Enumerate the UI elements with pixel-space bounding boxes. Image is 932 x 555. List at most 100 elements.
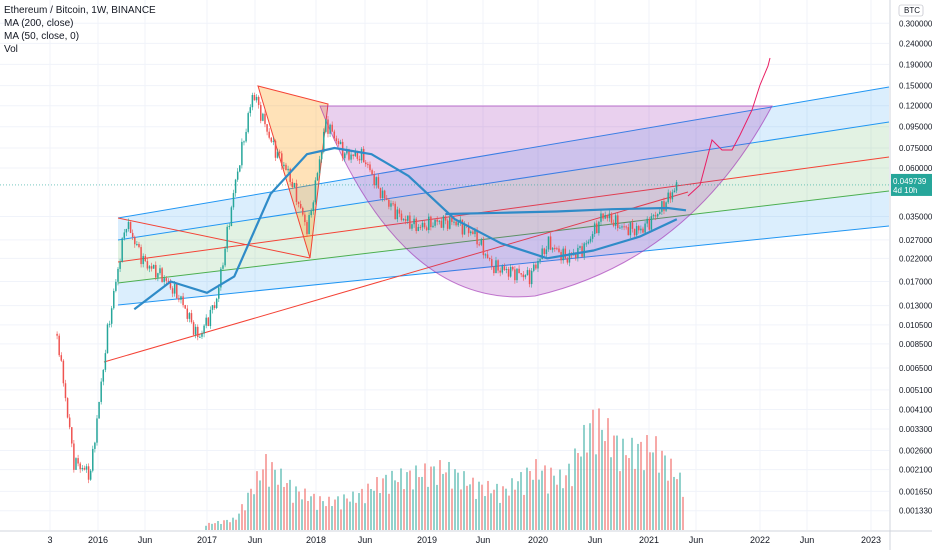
candle-body	[505, 268, 508, 270]
candle-body	[367, 164, 369, 166]
candle-body	[467, 225, 470, 234]
volume-bar	[472, 477, 474, 530]
candle-body	[68, 417, 71, 428]
candle-body	[239, 165, 241, 172]
volume-bar	[253, 494, 255, 530]
candle-body	[138, 244, 140, 248]
volume-bar	[610, 457, 612, 530]
candle-body	[295, 183, 298, 202]
candle-body	[518, 268, 520, 274]
volume-bar	[328, 496, 330, 530]
candle-body	[547, 236, 550, 250]
candle-body	[472, 231, 474, 235]
candle-body	[129, 221, 132, 233]
grid-lines	[0, 0, 889, 530]
candle-body	[224, 248, 226, 266]
volume-bar	[307, 500, 309, 530]
candle-body	[215, 298, 218, 309]
indicator-ma50[interactable]: MA (50, close, 0)	[4, 31, 80, 42]
volume-bar	[301, 499, 303, 530]
candle-body	[169, 281, 172, 289]
candle-body	[201, 333, 203, 337]
candle-body	[310, 211, 312, 216]
price-tick-label: 0.017000	[899, 278, 932, 287]
candle-body	[648, 218, 651, 230]
candle-body	[360, 148, 363, 161]
volume-bar	[676, 479, 678, 530]
candle-body	[192, 322, 195, 335]
candle-body	[85, 466, 88, 470]
candle-body	[379, 187, 382, 199]
price-tick-label: 0.027000	[899, 236, 932, 245]
candle-body	[209, 309, 212, 327]
volume-bar	[436, 484, 438, 530]
candle-body	[442, 216, 445, 228]
candle-body	[480, 239, 483, 245]
candle-body	[222, 265, 224, 269]
volume-bar	[430, 466, 432, 530]
candle-body	[404, 219, 407, 221]
candle-body	[407, 215, 409, 221]
volume-bar	[232, 517, 234, 530]
time-tick-label: Jun	[476, 535, 491, 545]
candle-body	[184, 305, 186, 309]
candle-body	[218, 287, 220, 299]
volume-bar	[379, 493, 381, 530]
candle-body	[556, 248, 558, 250]
volume-bar	[505, 488, 507, 530]
candle-body	[503, 266, 506, 270]
candle-body	[106, 324, 109, 354]
candle-body	[545, 249, 548, 255]
candle-body	[176, 284, 178, 299]
volume-bar	[427, 486, 429, 530]
candle-body	[163, 278, 165, 282]
volume-bar	[340, 509, 342, 530]
candle-body	[512, 266, 514, 270]
candle-body	[625, 226, 627, 228]
volume-bar	[229, 522, 231, 530]
candle-body	[236, 171, 239, 180]
candle-body	[585, 243, 588, 245]
volume-bar	[508, 495, 510, 530]
candle-body	[635, 226, 638, 236]
volume-bar	[259, 480, 261, 530]
indicator-volume[interactable]: Vol	[4, 44, 18, 55]
volume-bar	[457, 472, 459, 530]
candle-body	[392, 203, 394, 205]
volume-bar	[493, 489, 495, 530]
candle-body	[182, 296, 184, 306]
candle-body	[497, 260, 499, 271]
volume-bar	[223, 520, 225, 530]
candle-body	[568, 252, 571, 263]
candle-body	[274, 140, 277, 158]
candle-body	[77, 458, 79, 464]
candle-body	[272, 140, 275, 142]
candle-body	[537, 261, 539, 269]
candle-body	[83, 467, 86, 470]
candle-body	[638, 226, 640, 231]
price-tick-label: 0.004100	[899, 405, 932, 414]
volume-bar	[583, 424, 585, 530]
candle-body	[146, 261, 149, 269]
candle-body	[312, 202, 315, 212]
candle-body	[486, 254, 489, 258]
candle-body	[241, 141, 243, 166]
indicator-ma200[interactable]: MA (200, close)	[4, 18, 74, 29]
volume-bar	[358, 493, 360, 530]
candle-body	[232, 193, 235, 208]
candle-body	[79, 463, 81, 470]
candle-body	[432, 225, 434, 228]
candle-body	[470, 231, 472, 234]
candle-body	[234, 179, 237, 194]
candle-body	[522, 274, 525, 278]
candle-body	[386, 198, 388, 200]
symbol-title[interactable]: Ethereum / Bitcoin, 1W, BINANCE	[4, 5, 156, 16]
candle-body	[396, 209, 399, 220]
volume-bar	[541, 470, 543, 530]
candle-body	[287, 168, 289, 171]
candle-body	[566, 258, 569, 263]
volume-bar	[418, 477, 420, 530]
candle-body	[665, 202, 667, 211]
